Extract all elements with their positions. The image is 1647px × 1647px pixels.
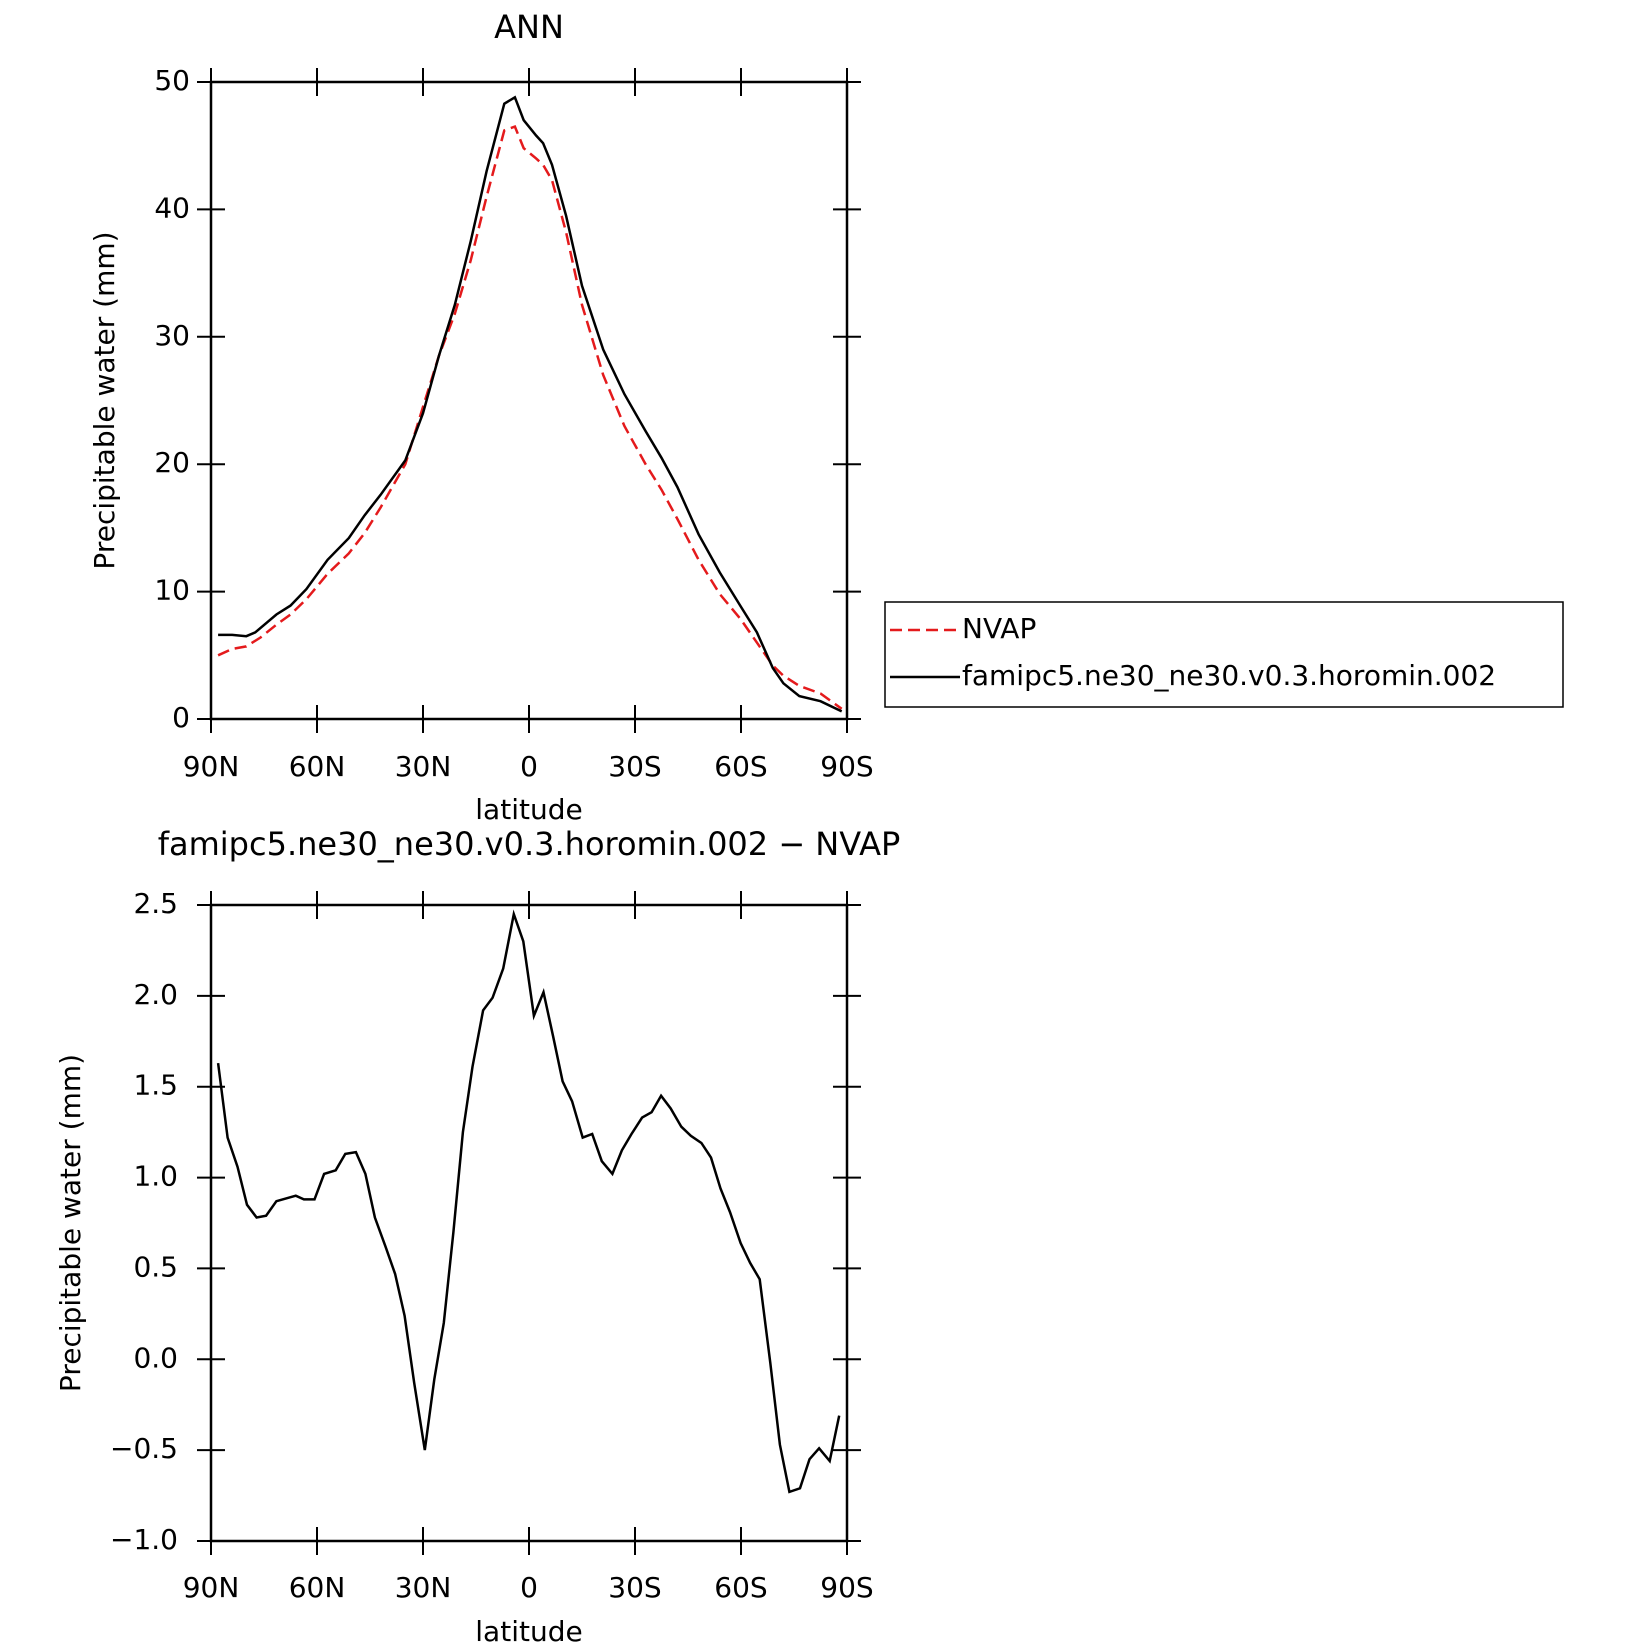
- legend-label: NVAP: [962, 612, 1036, 645]
- x-tick-label: 60S: [714, 750, 767, 783]
- data-line: [217, 125, 843, 710]
- y-tick-label: 0.0: [133, 1341, 178, 1374]
- x-tick-label: 30S: [608, 1571, 661, 1604]
- y-tick-label: 0.5: [133, 1250, 178, 1283]
- chart-title: famipc5.ne30_ne30.v0.3.horomin.002 − NVA…: [158, 825, 901, 863]
- y-tick-label: 1.0: [133, 1160, 178, 1193]
- x-tick-label: 30S: [608, 750, 661, 783]
- y-tick-label: −0.5: [110, 1432, 178, 1465]
- x-tick-label: 0: [520, 1571, 538, 1604]
- y-tick-label: 50: [154, 64, 190, 97]
- x-tick-label: 90N: [183, 750, 240, 783]
- y-tick-label: 10: [154, 574, 190, 607]
- plot-frame: [209, 903, 849, 1543]
- x-tick-label: 60N: [289, 1571, 346, 1604]
- y-tick-label: 1.5: [133, 1069, 178, 1102]
- y-tick-label: 0: [172, 701, 190, 734]
- x-axis-label: latitude: [475, 793, 582, 826]
- data-line: [218, 95, 843, 713]
- y-axis-label: Precipitable water (mm): [54, 1054, 87, 1392]
- x-tick-label: 60N: [289, 750, 346, 783]
- x-tick-label: 90S: [820, 1571, 873, 1604]
- chart-title: ANN: [494, 8, 564, 46]
- y-tick-label: 20: [154, 446, 190, 479]
- x-axis-label: latitude: [475, 1615, 582, 1647]
- x-tick-label: 90N: [183, 1571, 240, 1604]
- y-tick-label: 30: [154, 319, 190, 352]
- x-tick-label: 30N: [395, 750, 452, 783]
- x-tick-label: 90S: [820, 750, 873, 783]
- data-line: [216, 909, 841, 1494]
- y-tick-label: −1.0: [110, 1523, 178, 1556]
- legend-label: famipc5.ne30_ne30.v0.3.horomin.002: [962, 659, 1496, 692]
- y-tick-label: 40: [154, 191, 190, 224]
- x-tick-label: 0: [520, 750, 538, 783]
- x-tick-label: 60S: [714, 1571, 767, 1604]
- y-tick-label: 2.0: [133, 978, 178, 1011]
- y-axis-label: Precipitable water (mm): [88, 231, 121, 569]
- y-tick-label: 2.5: [133, 887, 178, 920]
- x-tick-label: 30N: [395, 1571, 452, 1604]
- legend-box: [884, 601, 1564, 708]
